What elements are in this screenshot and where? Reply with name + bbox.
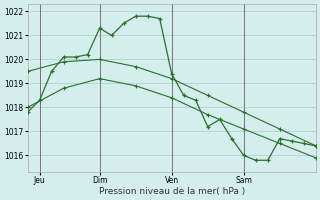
- X-axis label: Pression niveau de la mer( hPa ): Pression niveau de la mer( hPa ): [99, 187, 245, 196]
